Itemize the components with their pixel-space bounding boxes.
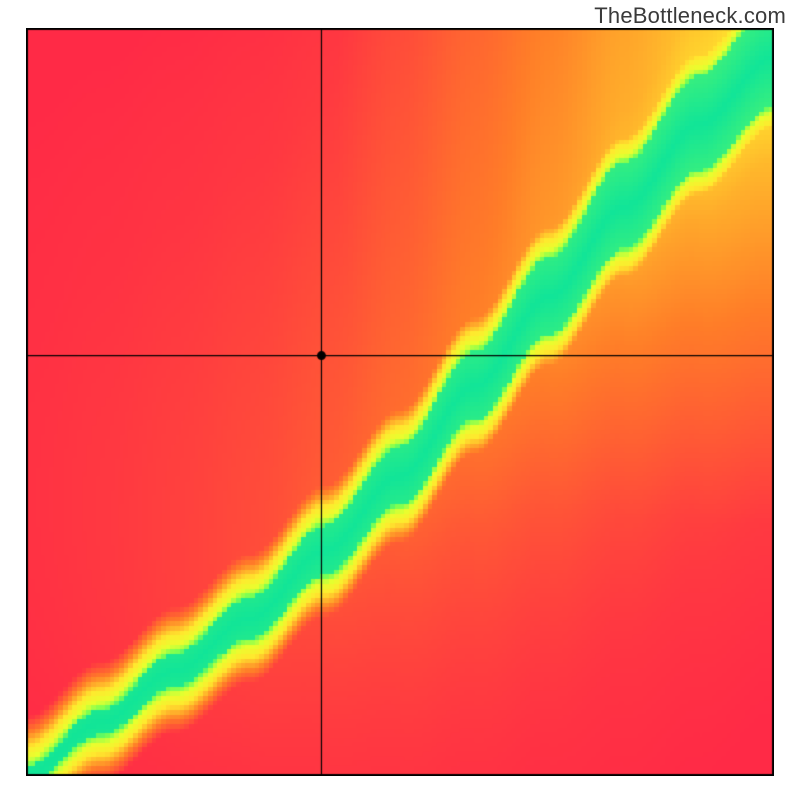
watermark-text: TheBottleneck.com — [594, 3, 786, 29]
chart-container: TheBottleneck.com — [0, 0, 800, 800]
crosshair-overlay — [26, 28, 774, 776]
